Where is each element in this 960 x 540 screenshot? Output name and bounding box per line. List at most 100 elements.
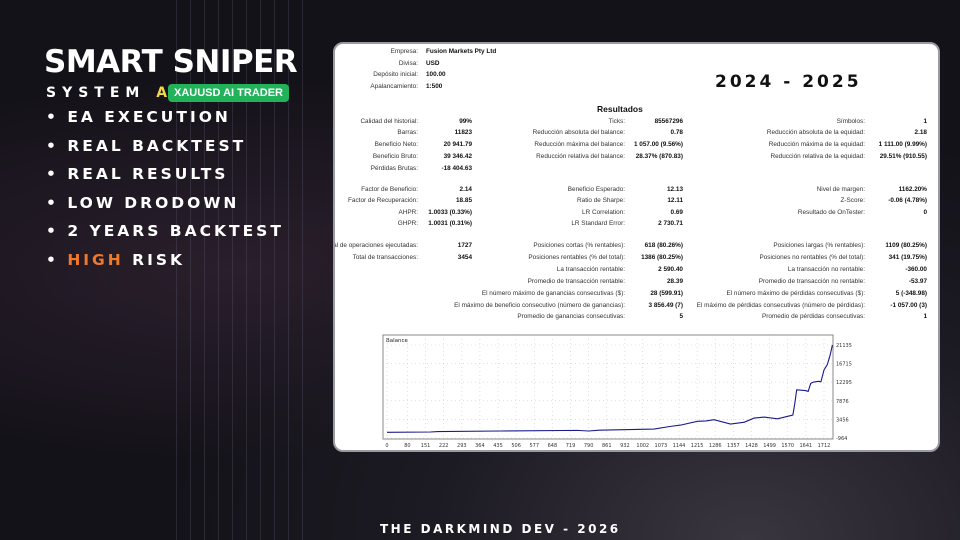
stat-value: 1.0033 (0.33%) — [428, 209, 472, 216]
bullet-text: RISK — [123, 250, 186, 269]
balance-line — [386, 344, 833, 433]
y-tick-label: 12295 — [836, 380, 852, 386]
feature-bullet: • EA EXECUTION — [46, 108, 231, 126]
stat-label: Posiciones cortas (% rentables): — [533, 242, 625, 249]
stat-value: 1 — [923, 313, 927, 320]
stat-value: 28 (599.91) — [650, 290, 683, 297]
stat-value: 2 730.71 — [658, 220, 683, 227]
stat-value: 0.78 — [670, 129, 683, 136]
stat-label: Total de operaciones ejecutadas: — [333, 242, 418, 249]
stat-value: 2.14 — [459, 186, 472, 193]
x-tick-label: 1144 — [673, 443, 686, 449]
stat-label: Z-Score: — [840, 197, 865, 204]
stat-label: GHPR: — [397, 220, 418, 227]
balance-chart: Balance 0 80 151 222 293 364 435 506 577 648 719 790… — [382, 334, 852, 449]
stat-value: 1162.20% — [898, 186, 927, 193]
stat-value: 5 (-348.98) — [895, 290, 927, 297]
stat-value: USD — [426, 60, 440, 67]
stat-label: Símbolos: — [836, 118, 865, 125]
y-tick-label: 3456 — [836, 417, 849, 423]
stat-label: LR Standard Error: — [571, 220, 625, 227]
y-tick-label: 16715 — [836, 362, 852, 368]
stat-label: Apalancamiento: — [370, 83, 418, 90]
stat-label: Posiciones largas (% rentables): — [773, 242, 865, 249]
stat-value: -0.06 (4.78%) — [888, 197, 927, 204]
x-tick-label: 1712 — [818, 443, 831, 449]
stat-value: 28.39 — [667, 278, 683, 285]
feature-bullet: • REAL RESULTS — [46, 165, 229, 183]
stat-value: 0.69 — [670, 209, 683, 216]
stat-value: 28.37% (870.83) — [635, 153, 683, 160]
stat-value: 1109 (80.25%) — [885, 242, 927, 249]
x-tick-label: 1286 — [709, 443, 722, 449]
bullet-text: LOW DRODOWN — [67, 193, 240, 212]
x-tick-label: 80 — [404, 443, 410, 449]
x-tick-label: 1215 — [691, 443, 704, 449]
promo-subtitle: SYSTEM AI — [46, 85, 184, 101]
stat-label: El máximo de pérdidas consecutivas (núme… — [696, 302, 865, 309]
stat-value: 11823 — [454, 129, 472, 136]
stat-label: Reducción relativa del balance: — [536, 153, 625, 160]
system-text: SYSTEM — [46, 85, 146, 101]
stat-label: LR Correlation: — [582, 209, 625, 216]
promo-title: SMART SNIPER — [44, 44, 298, 80]
period-label: 2024 - 2025 — [715, 72, 862, 92]
stat-value: 1.0031 (0.31%) — [428, 220, 472, 227]
y-tick-label: 21135 — [836, 343, 852, 349]
x-tick-label: 1357 — [727, 443, 740, 449]
stat-value: 1727 — [457, 242, 472, 249]
stat-value: 18.85 — [456, 197, 472, 204]
stat-value: 99% — [459, 118, 472, 125]
y-tick-label: -964 — [836, 436, 847, 442]
stat-label: El número máximo de ganancias consecutiv… — [481, 290, 625, 297]
stat-label: Beneficio Bruto: — [372, 153, 418, 160]
stat-label: Posiciones no rentables (% del total): — [759, 254, 865, 261]
x-tick-label: 1428 — [745, 443, 758, 449]
xauusd-badge: XAUUSD AI TRADER — [168, 84, 289, 102]
x-tick-label: 364 — [475, 443, 485, 449]
chart-title: Balance — [386, 338, 409, 344]
stat-value: 3 856.49 (7) — [648, 302, 683, 309]
x-tick-label: 1570 — [781, 443, 794, 449]
stat-label: Reducción relativa de la equidad: — [770, 153, 865, 160]
x-tick-label: 1002 — [636, 443, 649, 449]
stat-value: 2.18 — [914, 129, 927, 136]
feature-bullet: • REAL BACKTEST — [46, 136, 247, 155]
stat-value: 29.51% (910.55) — [879, 153, 927, 160]
stat-value: 341 (19.75%) — [888, 254, 927, 261]
stat-label: Promedio de transacción rentable: — [527, 278, 625, 285]
stat-label: AHPR: — [398, 209, 418, 216]
x-tick-label: 719 — [566, 443, 576, 449]
x-tick-label: 1499 — [763, 443, 776, 449]
stat-label: Posiciones rentables (% del total): — [528, 254, 625, 261]
stat-label: Reducción absoluta de la equidad: — [766, 129, 865, 136]
x-tick-label: 435 — [493, 443, 503, 449]
x-tick-label: 0 — [385, 443, 388, 449]
stat-value: Fusion Markets Pty Ltd — [426, 48, 497, 55]
bullet-text: 2 YEARS BACKTEST — [67, 222, 284, 240]
backtest-report: 2024 - 2025 Resultados Empresa: Fusion Ma… — [333, 42, 940, 452]
x-tick-label: 293 — [457, 443, 467, 449]
stat-value: 100.00 — [426, 71, 446, 78]
stat-value: 1386 (80.25%) — [641, 254, 683, 261]
stat-label: Ratio de Sharpe: — [577, 197, 625, 204]
stat-label: Promedio de ganancias consecutivas: — [517, 313, 625, 320]
stat-value: 1 111.00 (9.99%) — [878, 141, 927, 148]
x-tick-label: 932 — [620, 443, 630, 449]
stat-value: -360.00 — [905, 266, 927, 273]
stat-label: Factor de Recuperación: — [348, 197, 418, 204]
stat-value: 2 590.40 — [658, 266, 683, 273]
stat-label: Pérdidas Brutas: — [370, 165, 418, 172]
stat-label: Reducción absoluta del balance: — [532, 129, 625, 136]
stat-value: 0 — [923, 209, 927, 216]
stat-value: 3454 — [457, 254, 472, 261]
plot-frame — [382, 334, 834, 440]
x-tick-label: 1641 — [800, 443, 813, 449]
stat-value: 1:500 — [426, 83, 443, 90]
results-heading: Resultados — [597, 104, 643, 114]
x-tick-label: 151 — [421, 443, 431, 449]
stat-label: Ticks: — [608, 118, 625, 125]
stat-value: 20 941.79 — [443, 141, 472, 148]
feature-bullet: • HIGH RISK — [46, 250, 186, 269]
stat-label: La transacción rentable: — [556, 266, 625, 273]
